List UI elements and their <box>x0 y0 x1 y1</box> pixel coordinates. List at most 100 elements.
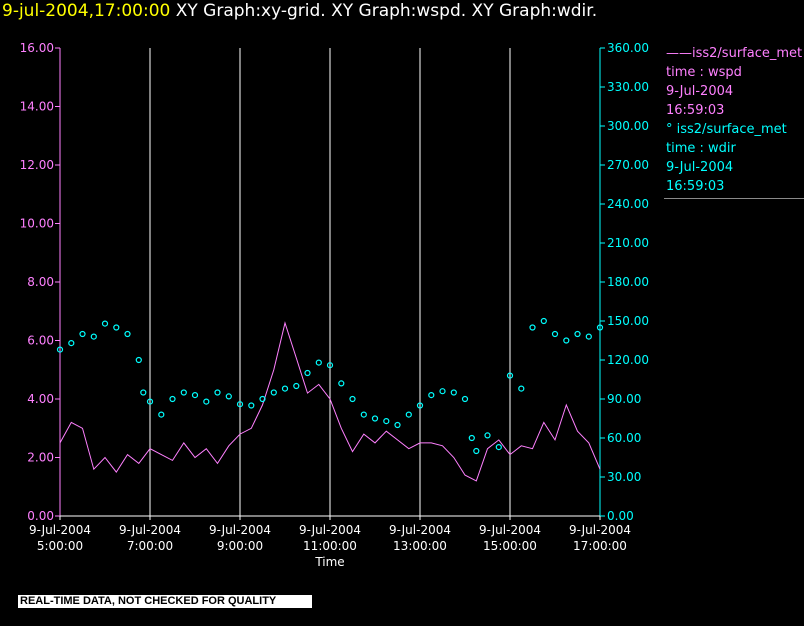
wdir-data-point <box>225 393 232 400</box>
wdir-data-point <box>529 324 536 331</box>
right-tick-label: 180.00 <box>607 275 649 289</box>
right-tick-label: 240.00 <box>607 197 649 211</box>
graph-timestamp: 9-jul-2004,17:00:00 <box>2 1 171 21</box>
legend: ——iss2/surface_met time : wspd 9-Jul-200… <box>664 44 804 201</box>
wdir-data-point <box>315 359 322 366</box>
x-tick-time-label: 11:00:00 <box>303 539 357 553</box>
right-tick-label: 0.00 <box>607 509 634 523</box>
legend-series-date: 9-Jul-2004 <box>666 160 734 175</box>
wdir-data-point <box>596 324 604 331</box>
wdir-data-point <box>468 434 475 442</box>
wdir-data-point <box>394 421 401 429</box>
wdir-data-point <box>68 340 75 347</box>
wdir-data-point <box>360 411 367 418</box>
wdir-data-point <box>540 317 547 325</box>
left-tick-label: 8.00 <box>27 275 54 289</box>
right-tick-label: 120.00 <box>607 353 649 367</box>
x-tick-date-label: 9-Jul-2004 <box>209 523 271 537</box>
wdir-data-point <box>450 389 457 396</box>
right-tick-label: 330.00 <box>607 80 649 94</box>
wdir-data-point <box>304 369 311 377</box>
legend-series-time: 16:59:03 <box>666 179 725 194</box>
wdir-data-point <box>551 330 559 338</box>
wdir-data-point <box>214 389 221 396</box>
wdir-data-point <box>259 395 266 403</box>
wspd-series-line <box>59 321 601 482</box>
wdir-data-point <box>135 356 142 364</box>
left-tick-label: 6.00 <box>27 334 54 348</box>
wdir-data-point <box>495 444 502 451</box>
quality-warning-banner: REAL-TIME DATA, NOT CHECKED FOR QUALITY <box>18 595 312 608</box>
time-x-axis: 9-Jul-2004 5:00:00 9-Jul-2004 7:00:00 9-Jul-… <box>29 515 631 553</box>
wdir-data-point <box>349 395 356 403</box>
wdir-data-point <box>461 395 469 403</box>
right-y-axis-wdir: 0.00 30.00 60.00 90.00 120.00 150.00 180.00 210… <box>599 41 649 523</box>
right-tick-label: 30.00 <box>607 470 641 484</box>
wdir-data-point <box>563 337 570 344</box>
x-tick-date-label: 9-Jul-2004 <box>479 523 541 537</box>
wdir-data-point <box>585 333 592 340</box>
legend-entry-wspd: ——iss2/surface_met time : wspd 9-Jul-200… <box>664 44 804 120</box>
wdir-data-point <box>101 320 109 327</box>
wdir-data-point <box>518 385 525 392</box>
left-tick-label: 16.00 <box>20 41 54 55</box>
wdir-data-point <box>180 389 187 396</box>
data-series <box>56 317 604 482</box>
wdir-data-point <box>473 447 480 455</box>
x-tick-time-label: 9:00:00 <box>217 539 263 553</box>
x-axis-label: Time <box>314 555 344 569</box>
left-tick-label: 2.00 <box>27 451 54 465</box>
graph-title: XY Graph:xy-grid. XY Graph:wspd. XY Grap… <box>175 1 598 21</box>
legend-series-name: ° iss2/surface_met <box>666 122 787 137</box>
x-tick-time-label: 15:00:00 <box>483 539 537 553</box>
wdir-data-point <box>146 398 154 405</box>
right-tick-label: 300.00 <box>607 119 649 133</box>
legend-series-field: time : wdir <box>666 141 736 156</box>
graph-title-bar: 9-jul-2004,17:00:00 XY Graph:xy-grid. XY… <box>0 0 804 24</box>
x-tick-time-label: 17:00:00 <box>573 539 627 553</box>
left-tick-label: 0.00 <box>27 509 54 523</box>
vertical-grid-lines <box>149 48 511 516</box>
right-tick-label: 360.00 <box>607 41 649 55</box>
legend-series-field: time : wspd <box>666 65 742 80</box>
wdir-data-point <box>574 330 581 338</box>
right-tick-label: 60.00 <box>607 431 641 445</box>
wdir-data-point <box>191 392 199 399</box>
legend-series-date: 9-Jul-2004 <box>666 84 734 99</box>
wdir-data-point <box>428 392 435 399</box>
x-tick-date-label: 9-Jul-2004 <box>29 523 91 537</box>
right-tick-label: 210.00 <box>607 236 649 250</box>
left-tick-label: 14.00 <box>20 100 54 114</box>
wdir-data-point <box>236 401 244 408</box>
x-tick-time-label: 7:00:00 <box>127 539 173 553</box>
left-tick-label: 10.00 <box>20 217 54 231</box>
x-tick-date-label: 9-Jul-2004 <box>389 523 451 537</box>
wdir-data-point <box>326 362 334 369</box>
wdir-data-point <box>293 382 300 390</box>
right-tick-label: 90.00 <box>607 392 641 406</box>
wdir-data-point <box>113 324 120 331</box>
wdir-data-point <box>506 372 514 379</box>
wdir-data-point <box>158 411 165 418</box>
legend-series-name: ——iss2/surface_met <box>666 46 803 61</box>
wdir-data-point <box>281 385 289 392</box>
wdir-data-point <box>270 389 277 396</box>
wdir-data-point <box>203 398 210 405</box>
legend-divider <box>664 198 804 199</box>
x-tick-time-label: 5:00:00 <box>37 539 83 553</box>
legend-entry-wdir: ° iss2/surface_met time : wdir 9-Jul-200… <box>664 120 804 196</box>
wdir-data-point <box>338 380 345 387</box>
wdir-data-point <box>169 395 176 403</box>
x-tick-date-label: 9-Jul-2004 <box>299 523 361 537</box>
wdir-data-point <box>248 402 255 409</box>
wdir-data-point <box>484 432 491 439</box>
left-tick-label: 12.00 <box>20 158 54 172</box>
left-tick-label: 4.00 <box>27 392 54 406</box>
wdir-data-point <box>439 388 446 395</box>
wdir-data-point <box>383 418 390 425</box>
right-tick-label: 270.00 <box>607 158 649 172</box>
wdir-data-point <box>124 330 131 338</box>
wdir-data-point <box>405 411 412 418</box>
wdir-data-point <box>140 389 147 396</box>
